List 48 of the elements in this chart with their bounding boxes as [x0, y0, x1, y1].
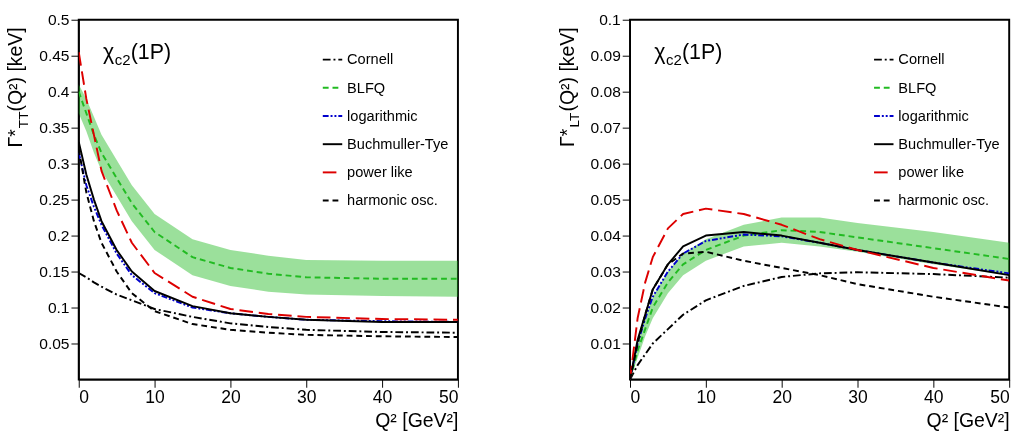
y-tick-label: 0.15 [39, 262, 70, 280]
y-tick-label: 0.2 [47, 226, 70, 244]
legend-label: power like [347, 164, 413, 181]
x-tick-label: 10 [696, 387, 717, 408]
x-tick-label: 20 [221, 387, 241, 408]
y-tick-label: 0.35 [39, 119, 70, 137]
y-tick-label: 0.08 [590, 83, 621, 101]
legend-label: BLFQ [347, 79, 386, 96]
y-axis-title: Γ*TT(Q²) [keV] [4, 27, 32, 148]
x-tick-label: 50 [990, 387, 1010, 408]
y-tick-label: 0.3 [47, 154, 70, 172]
x-axis-title: Q² [GeV²] [375, 408, 459, 431]
legend-label: logarithmic [898, 107, 969, 124]
x-tick-label: 40 [372, 387, 393, 408]
x-tick-label: 10 [145, 387, 166, 408]
x-tick-label: 40 [924, 387, 944, 408]
y-tick-label: 0.07 [590, 119, 621, 137]
x-tick-label: 30 [848, 387, 869, 408]
legend-label: harmonic osc. [898, 192, 990, 209]
legend-label: Buchmuller-Tye [898, 136, 1000, 153]
legend-label: power like [898, 164, 964, 181]
y-tick-label: 0.02 [590, 298, 621, 316]
y-tick-label: 0.05 [590, 190, 621, 208]
legend-label: Cornell [347, 51, 394, 68]
y-tick-label: 0.09 [590, 47, 621, 65]
y-tick-label: 0.5 [47, 11, 70, 29]
x-tick-label: 30 [297, 387, 317, 408]
y-tick-label: 0.4 [47, 83, 70, 101]
y-tick-label: 0.1 [47, 298, 70, 316]
legend-label: BLFQ [898, 79, 937, 96]
x-tick-label: 50 [438, 387, 459, 408]
x-tick-label: 20 [772, 387, 793, 408]
legend-label: harmonic osc. [347, 192, 438, 209]
legend-label: Cornell [898, 51, 945, 68]
x-tick-label: 0 [630, 387, 641, 408]
x-axis-title: Q² [GeV²] [926, 408, 1010, 431]
y-tick-label: 0.05 [39, 334, 70, 352]
y-tick-label: 0.45 [39, 47, 70, 65]
y-tick-label: 0.1 [599, 11, 621, 29]
y-tick-label: 0.25 [39, 190, 70, 208]
y-tick-label: 0.01 [590, 334, 621, 352]
legend-label: Buchmuller-Tye [347, 136, 449, 153]
legend-label: logarithmic [347, 107, 418, 124]
y-tick-label: 0.06 [590, 154, 621, 172]
y-tick-label: 0.03 [590, 262, 621, 280]
y-tick-label: 0.04 [590, 226, 622, 244]
y-axis-title: Γ*LT(Q²) [keV] [555, 27, 583, 147]
x-tick-label: 0 [79, 387, 90, 408]
